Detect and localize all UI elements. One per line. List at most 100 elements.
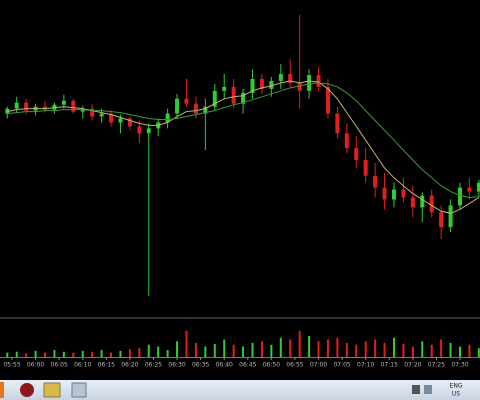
volume-bar [392,337,395,357]
volume-bar [6,352,9,357]
candle-body [222,86,227,91]
candle-body [99,113,104,117]
candle-body [250,79,255,93]
volume-bar [110,352,113,357]
volume-bar [336,337,339,357]
candle-body [184,98,189,104]
volume-bar [44,352,47,357]
volume-bar [242,346,245,357]
volume-bar [119,350,122,357]
plot-area: 05:55 06:00 06:05 06:10 06:15 06:20 06:25 06:30… [3,14,480,369]
candle-body [297,82,302,91]
x-tick-label: 07:15 [381,362,398,369]
volume-bar [15,351,18,357]
volume-bar [279,337,282,357]
volume-bar [270,344,273,357]
candle-body [476,182,480,192]
candle-body [382,187,387,200]
candle-body [14,102,19,109]
candle-body [109,113,114,123]
volume-bar [383,343,386,357]
start-edge [0,382,4,398]
candle-body [241,92,246,104]
volume-bar [185,330,188,357]
volume-bar [326,339,329,357]
candle-body [429,195,434,213]
x-tick-label: 06:00 [27,362,44,369]
candle-body [278,74,283,81]
candle-body [61,100,66,105]
x-tick-label: 06:10 [74,362,91,369]
volume-bar [72,352,75,357]
x-tick-label: 07:20 [404,362,421,369]
candle-body [71,100,76,112]
volume-bar [260,341,263,357]
volume-bar [25,353,28,357]
candle-body [231,86,236,104]
candle-body [175,98,180,114]
candle-body [307,75,312,91]
volume-bar [213,343,216,357]
app-icon[interactable] [43,382,61,398]
app-icon[interactable] [20,383,34,397]
x-tick-label: 06:05 [51,362,68,369]
volume-bar [459,346,461,357]
tray-icon[interactable] [424,385,432,394]
candle-body [325,86,330,114]
chart-background [0,0,480,380]
region[interactable]: US [452,391,460,398]
candle-body [259,79,264,89]
volume-bar [402,343,405,357]
candle-body [146,128,151,134]
volume-bar [53,350,56,357]
tray-icon[interactable] [412,385,420,394]
candle-body [410,197,415,208]
candle-body [137,126,142,134]
volume-bar [251,343,254,357]
moving-average-line [7,82,479,199]
candle-body [401,189,406,198]
candle-body [467,187,472,192]
candle-body [24,102,29,111]
volume-bar [345,343,348,357]
candle-body [458,187,462,206]
candle-body [165,113,170,123]
candle-body [203,106,208,114]
app-icon[interactable] [71,382,87,398]
x-tick-label: 06:30 [168,362,185,369]
candle-body [354,148,359,160]
x-tick-label: 06:55 [286,362,303,369]
candle-body [193,103,198,114]
candle-body [212,90,217,107]
volume-bar [298,330,301,357]
volume-bar [223,339,226,357]
x-tick-label: 06:35 [192,362,209,369]
candle-body [288,74,293,83]
x-tick-label: 06:40 [216,362,233,369]
moving-average-line [7,80,480,214]
volume-bar [477,348,480,357]
candle-body [118,118,123,123]
candle-body [420,195,425,208]
language[interactable]: ENG [450,383,463,390]
volume-bar [91,351,94,357]
volume-bar [166,350,169,357]
x-tick-label: 07:10 [357,362,374,369]
volume-bar [468,344,471,357]
candle-body [391,189,396,200]
volume-bar [364,341,367,357]
volume-bar [317,341,320,357]
volume-bar [430,344,433,357]
volume-bar [194,343,197,357]
volume-bar [138,348,141,357]
x-tick-label: 06:25 [145,362,162,369]
candle-body [90,108,95,117]
taskbar-background [0,380,480,400]
volume-bar [34,350,37,357]
volume-bar [355,344,358,357]
volume-bar [147,344,150,357]
x-tick-label: 07:00 [310,362,327,369]
volume-bar [289,339,292,357]
volume-bar [440,339,443,357]
